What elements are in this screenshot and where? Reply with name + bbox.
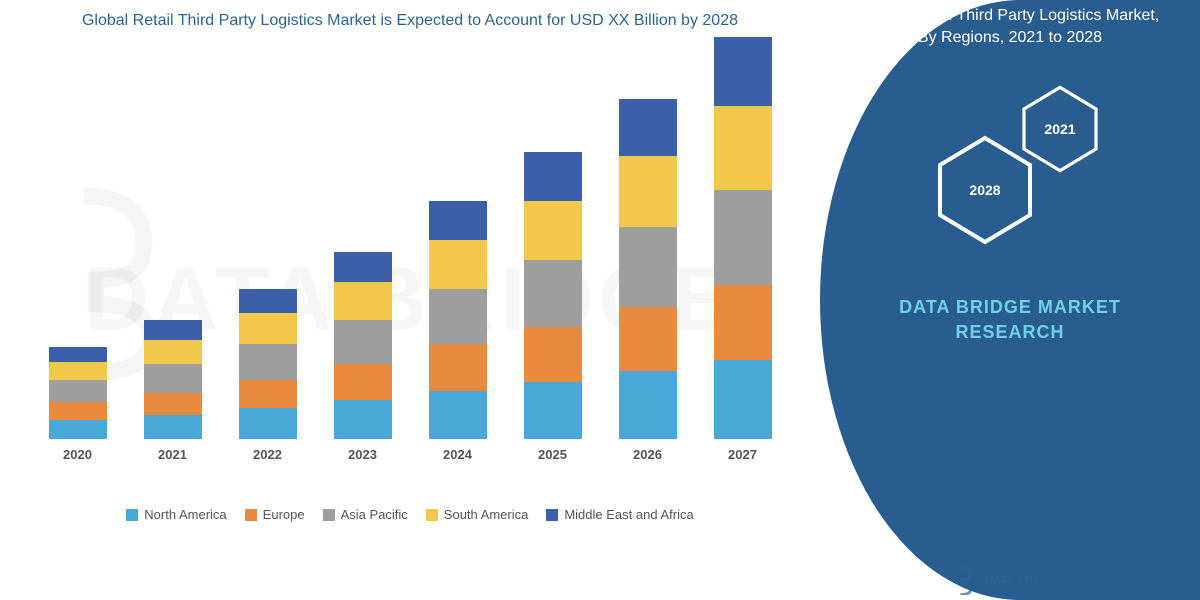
chart-area: 2020 2021 2022 2023 2024 2025 2026 2027 [20,42,800,492]
bar-group: 2024 [410,201,505,463]
bar-segment [619,99,677,156]
brand-text: DATA BRIDGE MARKET RESEARCH [840,295,1180,345]
bar-segment [334,282,392,320]
bar-segment [429,344,487,390]
bar-segment [144,320,202,340]
stacked-bar [714,37,772,439]
x-axis-label: 2021 [158,447,187,462]
bar-segment [239,289,297,313]
bar-segment [239,344,297,379]
stacked-bar [144,320,202,439]
x-axis-label: 2026 [633,447,662,462]
stacked-bar [49,347,107,440]
stacked-bar [239,289,297,439]
hexagon-badge: 2021 [1020,85,1100,173]
bar-segment [239,380,297,409]
bar-segment [334,364,392,399]
bar-segment [429,201,487,241]
legend-label: South America [444,507,529,522]
bar-segment [619,156,677,227]
hexagons-container: 2028 2021 [840,75,1180,255]
bar-group: 2027 [695,37,790,462]
x-axis-label: 2020 [63,447,92,462]
bar-segment [144,393,202,415]
legend: North America Europe Asia Pacific South Ame… [20,507,800,522]
bar-segment [429,240,487,289]
right-panel: Global Retail Third Party Logistics Mark… [820,0,1200,600]
right-title: Global Retail Third Party Logistics Mark… [840,0,1180,55]
legend-label: Middle East and Africa [564,507,693,522]
bar-group: 2020 [30,347,125,463]
bar-segment [49,380,107,402]
bars-container: 2020 2021 2022 2023 2024 2025 2026 2027 [20,42,800,462]
x-axis-label: 2023 [348,447,377,462]
bar-segment [239,313,297,344]
x-axis-label: 2024 [443,447,472,462]
legend-item: Europe [245,507,305,522]
legend-label: Europe [263,507,305,522]
bar-segment [619,227,677,307]
footer-logo: DATA BRIDGE [954,565,1060,595]
bar-segment [144,340,202,364]
bar-segment [239,408,297,439]
x-axis-label: 2022 [253,447,282,462]
bar-segment [334,252,392,283]
bar-segment [49,347,107,362]
x-axis-label: 2025 [538,447,567,462]
stacked-bar [334,252,392,440]
stacked-bar [619,99,677,439]
legend-item: Asia Pacific [323,507,408,522]
legend-label: Asia Pacific [341,507,408,522]
hexagon-label: 2028 [969,182,1000,198]
legend-swatch [546,509,558,521]
legend-swatch [323,509,335,521]
bar-segment [49,362,107,380]
stacked-bar [524,152,582,439]
footer-logo-text: DATA BRIDGE [986,574,1060,586]
bar-group: 2022 [220,289,315,462]
bar-segment [619,307,677,371]
legend-item: North America [126,507,226,522]
stacked-bar [429,201,487,440]
bar-group: 2026 [600,99,695,462]
bar-segment [714,106,772,190]
left-panel: DATA BRIDGE Global Retail Third Party Lo… [0,0,820,600]
legend-swatch [245,509,257,521]
bar-segment [524,382,582,439]
bar-segment [714,285,772,360]
bar-segment [144,415,202,439]
bar-segment [524,260,582,326]
bar-segment [714,190,772,285]
bar-group: 2025 [505,152,600,462]
bar-segment [714,360,772,440]
legend-swatch [426,509,438,521]
legend-swatch [126,509,138,521]
legend-item: Middle East and Africa [546,507,693,522]
footer-logo-icon [954,565,978,595]
main-container: DATA BRIDGE Global Retail Third Party Lo… [0,0,1200,600]
bar-group: 2023 [315,252,410,463]
bar-segment [334,400,392,440]
bar-segment [524,327,582,382]
bar-segment [49,402,107,420]
brand-line2: RESEARCH [840,320,1180,345]
bar-segment [619,371,677,440]
bar-segment [524,152,582,201]
legend-label: North America [144,507,226,522]
x-axis-label: 2027 [728,447,757,462]
hexagon-label: 2021 [1044,121,1075,137]
bar-segment [49,420,107,440]
bar-segment [714,37,772,106]
bar-segment [144,364,202,393]
bar-segment [429,289,487,344]
chart-title: Global Retail Third Party Logistics Mark… [20,10,800,32]
bar-segment [524,201,582,261]
bar-segment [334,320,392,364]
bar-segment [429,391,487,440]
bar-group: 2021 [125,320,220,462]
legend-item: South America [426,507,529,522]
brand-line1: DATA BRIDGE MARKET [840,295,1180,320]
